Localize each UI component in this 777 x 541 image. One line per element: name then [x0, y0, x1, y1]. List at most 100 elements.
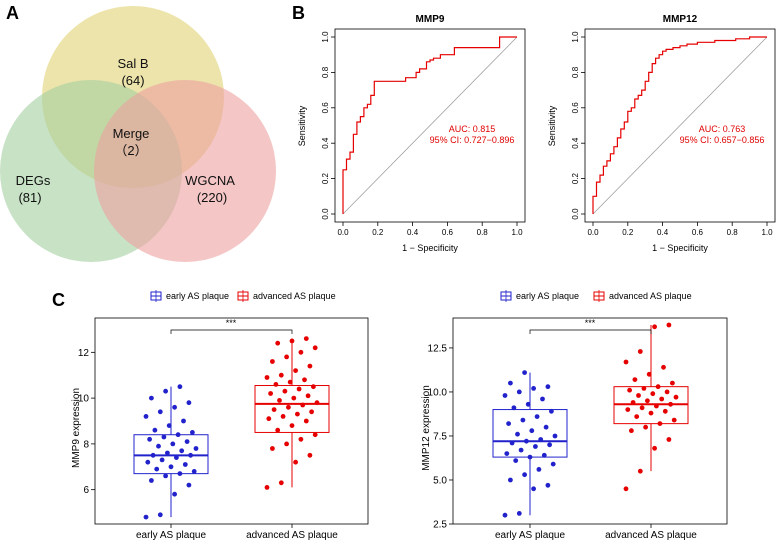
- x-tick-label: 0.8: [727, 228, 739, 237]
- data-point: [295, 411, 300, 417]
- data-point: [550, 461, 556, 467]
- data-point: [637, 349, 643, 354]
- x-tick-label: 0.2: [372, 228, 384, 237]
- data-point: [156, 443, 161, 449]
- data-point: [655, 384, 661, 390]
- box: [254, 385, 330, 433]
- data-point: [273, 382, 279, 387]
- data-point: [543, 424, 549, 430]
- roc-xlabel: 1 − Specificity: [402, 243, 458, 253]
- data-point: [670, 380, 675, 386]
- data-point: [163, 388, 169, 394]
- data-point: [168, 464, 174, 470]
- panel-label-c: C: [52, 290, 65, 310]
- data-point: [662, 408, 668, 414]
- venn-count-degs: (81): [18, 190, 41, 205]
- data-point: [629, 428, 634, 434]
- plot-frame: [452, 317, 728, 525]
- data-point: [174, 455, 179, 460]
- significance-label: ***: [226, 318, 237, 328]
- data-point: [309, 409, 314, 415]
- data-point: [520, 417, 526, 423]
- data-point: [284, 441, 289, 447]
- data-point: [165, 450, 170, 456]
- data-point: [657, 421, 663, 426]
- data-point: [157, 409, 163, 415]
- roc-ylabel: Sensitivity: [297, 105, 307, 146]
- data-point: [186, 400, 192, 406]
- data-point: [527, 454, 533, 460]
- data-point: [181, 418, 186, 424]
- boxplot-mmp9: MMP9 expression *** early AS plaque adva…: [71, 290, 369, 541]
- data-point: [172, 404, 178, 410]
- data-point: [552, 433, 558, 439]
- data-point: [625, 407, 631, 412]
- data-point: [645, 398, 650, 404]
- data-point: [666, 322, 672, 328]
- data-point: [509, 440, 515, 446]
- data-point: [637, 468, 643, 474]
- roc-ci-text: 95% CI: 0.657−0.856: [680, 135, 765, 145]
- x-tick-label: 0.8: [477, 228, 489, 237]
- y-tick-label: 0.8: [571, 66, 580, 78]
- data-point: [191, 469, 197, 474]
- y-tick-label: 1.0: [321, 31, 330, 43]
- y-tick-label: 2.5: [433, 520, 447, 531]
- data-point: [147, 436, 153, 442]
- data-point: [154, 466, 160, 472]
- data-point: [549, 408, 554, 414]
- plot-frame: [334, 28, 526, 223]
- data-point: [293, 368, 298, 373]
- venn-count-wgcna: (220): [197, 190, 227, 205]
- venn-count-salb: (64): [121, 73, 144, 88]
- diagonal-reference-line: [592, 36, 768, 215]
- data-point: [654, 403, 659, 409]
- y-tick-label: 0.6: [321, 102, 330, 114]
- data-point: [531, 386, 536, 391]
- data-point: [296, 386, 302, 392]
- data-point: [506, 421, 511, 426]
- data-point: [538, 437, 544, 442]
- data-point: [300, 402, 306, 408]
- data-point: [534, 414, 540, 419]
- data-point: [305, 393, 311, 399]
- data-point: [671, 417, 677, 423]
- y-tick-label: 8: [83, 439, 89, 450]
- data-point: [163, 473, 169, 479]
- data-point: [184, 439, 190, 444]
- data-point: [282, 388, 288, 394]
- data-point: [271, 407, 277, 412]
- data-point: [177, 384, 183, 390]
- data-point: [659, 396, 665, 402]
- legend-label-early: early AS plaque: [516, 291, 579, 301]
- x-tick-label: 0.4: [657, 228, 669, 237]
- roc-auc-text: AUC: 0.763: [699, 124, 746, 134]
- x-tick-label: 1.0: [511, 228, 523, 237]
- x-tick-label: 0.6: [692, 228, 704, 237]
- roc-mmp12: MMP12 1 − Specificity Sensitivity AUC: 0…: [547, 14, 776, 253]
- roc-curve: [342, 36, 517, 214]
- data-point: [193, 446, 199, 451]
- x-tick-label: 0.2: [622, 228, 634, 237]
- data-point: [314, 400, 320, 406]
- x-tick-label: early AS plaque: [495, 530, 565, 541]
- data-point: [159, 457, 165, 463]
- data-point: [518, 447, 524, 453]
- data-point: [157, 512, 163, 518]
- data-point: [149, 395, 154, 401]
- roc-curve: [592, 36, 767, 214]
- legend-label-advanced: advanced AS plaque: [609, 291, 692, 301]
- y-tick-label: 6: [83, 485, 89, 496]
- data-point: [545, 482, 551, 488]
- data-point: [661, 364, 666, 370]
- data-point: [627, 387, 632, 393]
- diagonal-reference-line: [342, 36, 518, 215]
- y-tick-label: 5.0: [433, 475, 447, 486]
- data-point: [186, 482, 192, 488]
- data-point: [161, 434, 167, 440]
- y-tick-label: 7.5: [433, 431, 447, 442]
- y-tick-label: 0.0: [571, 208, 580, 220]
- data-point: [291, 395, 297, 401]
- y-tick-label: 0.6: [571, 102, 580, 114]
- significance-bracket: [529, 329, 652, 334]
